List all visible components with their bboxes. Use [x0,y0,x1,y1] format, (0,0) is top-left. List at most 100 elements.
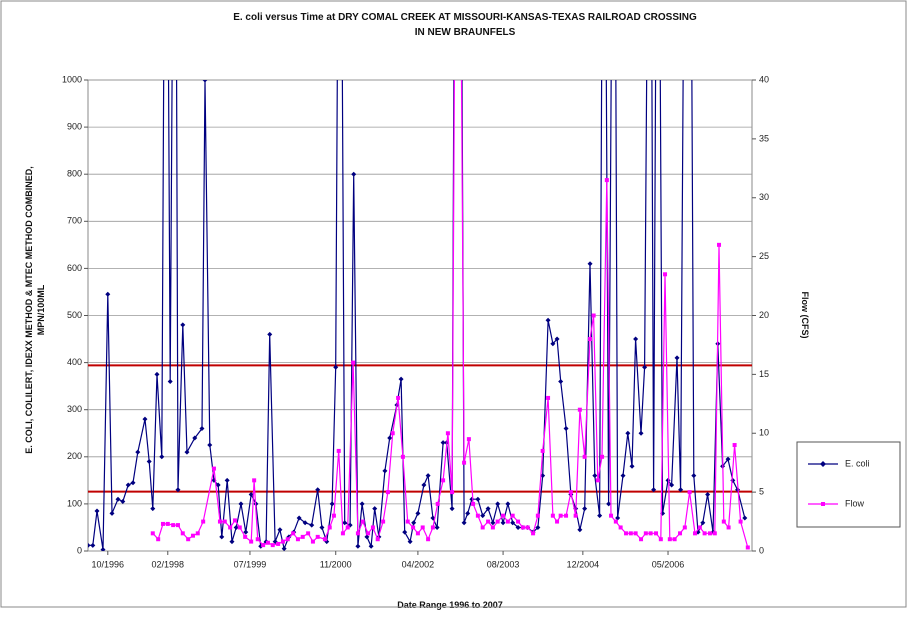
data-point [400,454,405,459]
data-point [639,537,644,542]
data-point [421,482,427,488]
data-point [265,540,270,545]
x-tick-label: 05/2006 [652,559,685,569]
y-tick-label: 200 [67,451,82,461]
data-point [180,322,186,328]
data-point [387,435,393,441]
data-point [381,519,386,524]
data-point [480,525,485,530]
data-point [415,531,420,536]
data-point [430,525,435,530]
data-point [445,431,450,436]
data-point [319,524,325,530]
data-point [500,520,506,526]
data-point [693,531,698,536]
data-point [449,506,455,512]
legend-box [796,441,901,528]
data-point [396,395,401,400]
data-point [501,513,506,518]
data-point [738,519,743,524]
data-point [669,482,675,488]
data-point [310,539,315,544]
data-point [261,543,266,548]
data-point [300,534,305,539]
data-point [648,531,653,536]
data-point [146,459,152,465]
data-point [340,531,345,536]
y-tick-label: 400 [67,357,82,367]
data-point [595,478,600,483]
data-point [249,539,254,544]
data-point [742,515,748,521]
y-tick-label: 0 [77,545,82,555]
chart-title: E. coli versus Time at DRY COMAL CREEK A… [233,12,697,38]
data-point [633,336,639,342]
data-point [342,520,348,526]
y2-tick-label: 5 [759,487,764,497]
data-point [333,364,339,370]
data-point [130,480,136,486]
y2-tick-label: 15 [759,369,769,379]
data-point [309,522,315,528]
data-point [243,534,248,539]
data-point [280,539,285,544]
legend-marker [820,461,826,467]
data-point [591,313,596,318]
data-point [495,501,501,507]
data-point [232,518,237,523]
data-point [712,531,717,536]
y-tick-label: 800 [67,169,82,179]
data-point [252,478,257,483]
data-point [295,537,300,542]
data-point [233,524,239,530]
data-point [663,272,668,277]
data-point [315,487,321,493]
data-point [420,525,425,530]
data-point [336,448,341,453]
legend-marker [821,502,825,506]
x-axis-label: Date Range 1996 to 2007 [397,600,503,610]
data-point [180,531,185,536]
data-point [224,477,230,483]
data-point [366,531,371,536]
data-point [171,523,176,528]
data-point [568,490,573,495]
data-point [573,513,578,518]
data-point [642,364,648,370]
data-point [402,529,408,535]
legend-label: E. coli [845,458,870,468]
data-point [306,531,311,536]
data-point [368,543,374,549]
data-point [465,510,471,516]
data-point [270,543,275,548]
data-point [545,317,551,323]
data-point [120,499,126,505]
data-point [267,331,273,337]
data-point [407,539,413,545]
data-point [327,525,332,530]
data-point [485,506,491,512]
data-point [708,531,713,536]
data-point [651,487,657,493]
y2-tick-label: 10 [759,428,769,438]
data-point [411,525,416,530]
data-point [678,487,684,493]
data-point [588,337,593,342]
data-point [160,521,165,526]
data-point [597,513,603,519]
data-point [625,430,631,436]
data-point [505,519,510,524]
data-point [398,376,404,382]
data-point [654,531,659,536]
y-tick-label: 300 [67,404,82,414]
data-point [520,525,525,530]
data-point [582,506,588,512]
y2-tick-label: 20 [759,310,769,320]
x-tick-label: 02/1998 [152,559,185,569]
data-point [154,371,160,377]
data-point [615,515,621,521]
data-point [745,545,750,550]
data-point [510,513,515,518]
